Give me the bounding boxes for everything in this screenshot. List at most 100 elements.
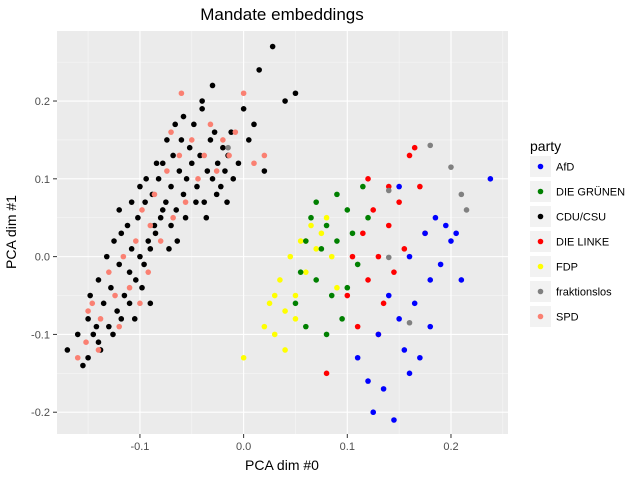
point-fraktionslos xyxy=(225,144,231,151)
legend-swatch-afd xyxy=(537,163,544,170)
point-cdu-csu xyxy=(143,176,149,182)
point-afd xyxy=(370,409,377,416)
legend-swatch-cdu-csu xyxy=(537,213,544,220)
point-fdp xyxy=(328,253,335,260)
point-die-gr-nen xyxy=(334,238,340,244)
point-cdu-csu xyxy=(201,199,208,205)
point-cdu-csu xyxy=(220,144,226,151)
point-cdu-csu xyxy=(218,183,224,190)
point-fdp xyxy=(323,214,330,221)
point-afd xyxy=(417,354,423,361)
point-cdu-csu xyxy=(166,246,172,252)
point-cdu-csu xyxy=(173,207,180,213)
point-cdu-csu xyxy=(207,137,214,143)
point-fdp xyxy=(282,347,288,353)
point-cdu-csu xyxy=(95,339,102,345)
point-cdu-csu xyxy=(114,308,120,314)
legend-swatch-spd xyxy=(537,313,544,320)
point-die-linke xyxy=(354,323,361,330)
point-cdu-csu xyxy=(111,238,117,244)
point-afd xyxy=(391,417,397,423)
point-fdp xyxy=(292,292,299,299)
point-cdu-csu xyxy=(246,137,252,143)
point-cdu-csu xyxy=(100,300,107,307)
point-cdu-csu xyxy=(193,199,199,205)
point-cdu-csu xyxy=(131,316,138,322)
legend-label-die-linke: DIE LINKE xyxy=(556,237,609,249)
point-cdu-csu xyxy=(199,98,205,104)
legend-label-cdu-csu: CDU/CSU xyxy=(556,212,606,224)
point-fdp xyxy=(334,284,340,291)
point-fdp xyxy=(240,354,247,361)
point-fdp xyxy=(282,308,288,314)
point-fdp xyxy=(308,222,314,229)
point-cdu-csu xyxy=(126,300,133,307)
point-die-linke xyxy=(417,183,423,190)
legend-title: party xyxy=(530,138,561,154)
point-cdu-csu xyxy=(139,284,145,291)
point-fdp xyxy=(318,230,325,237)
point-die-gr-nen xyxy=(334,191,340,198)
point-cdu-csu xyxy=(213,191,220,198)
point-cdu-csu xyxy=(269,43,276,50)
point-spd xyxy=(132,238,139,244)
point-fraktionslos xyxy=(385,254,392,261)
legend-label-spd: SPD xyxy=(556,312,579,324)
point-cdu-csu xyxy=(155,176,162,182)
point-die-gr-nen xyxy=(339,316,345,322)
point-spd xyxy=(240,90,247,97)
point-fraktionslos xyxy=(448,164,454,170)
point-cdu-csu xyxy=(141,261,147,268)
legend-label-afd: AfD xyxy=(556,162,574,174)
point-spd xyxy=(220,137,226,143)
point-cdu-csu xyxy=(191,121,197,128)
legend-swatch-fraktionslos xyxy=(537,288,544,295)
point-cdu-csu xyxy=(137,253,143,260)
point-cdu-csu xyxy=(137,183,143,190)
x-axis-title: PCA dim #0 xyxy=(245,457,319,473)
legend-label-die-gr-nen: DIE GRÜNEN xyxy=(556,187,625,199)
point-cdu-csu xyxy=(240,105,247,112)
point-afd xyxy=(427,323,434,330)
point-cdu-csu xyxy=(214,160,221,167)
point-spd xyxy=(112,292,118,299)
point-spd xyxy=(226,152,232,159)
point-cdu-csu xyxy=(159,207,166,213)
point-cdu-csu xyxy=(180,191,187,198)
point-cdu-csu xyxy=(292,90,299,97)
point-cdu-csu xyxy=(170,152,176,159)
point-fdp xyxy=(271,292,278,299)
point-cdu-csu xyxy=(126,269,133,275)
plot-panel xyxy=(57,31,508,434)
point-die-gr-nen xyxy=(318,246,325,252)
point-cdu-csu xyxy=(261,168,268,174)
point-spd xyxy=(188,137,195,143)
point-fdp xyxy=(271,331,278,338)
y-axis-title: PCA dim #1 xyxy=(3,195,19,269)
point-afd xyxy=(442,222,449,229)
y-tick-label: -0.2 xyxy=(31,407,50,419)
point-cdu-csu xyxy=(90,331,97,338)
point-die-linke xyxy=(360,230,366,237)
point-spd xyxy=(176,152,183,159)
point-cdu-csu xyxy=(178,137,185,143)
point-fdp xyxy=(313,246,319,252)
x-tick-label: -0.1 xyxy=(130,441,149,453)
point-cdu-csu xyxy=(64,347,71,353)
point-fraktionslos xyxy=(463,207,470,213)
y-tick-label: 0.2 xyxy=(35,96,50,108)
point-die-gr-nen xyxy=(344,207,351,213)
grid-lines xyxy=(57,31,508,434)
point-die-gr-nen xyxy=(349,230,356,237)
point-cdu-csu xyxy=(108,284,114,291)
point-fdp xyxy=(261,323,268,330)
point-cdu-csu xyxy=(228,129,234,135)
point-spd xyxy=(137,300,143,307)
point-cdu-csu xyxy=(153,160,160,167)
point-cdu-csu xyxy=(176,168,183,174)
point-cdu-csu xyxy=(80,362,86,369)
point-cdu-csu xyxy=(183,176,190,182)
y-axis-ticks: -0.2 -0.1 0.0 0.1 0.2 xyxy=(31,96,57,419)
point-afd xyxy=(432,214,439,221)
